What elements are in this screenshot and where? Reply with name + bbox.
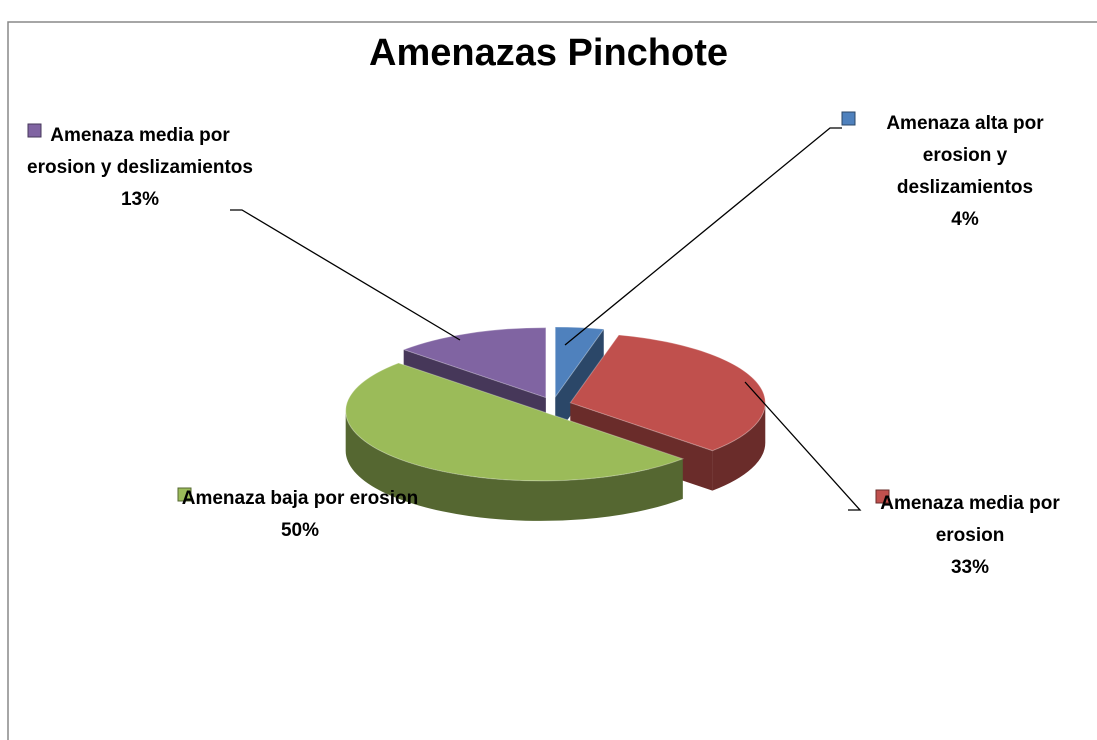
label-category: Amenaza baja por erosion: [181, 488, 419, 509]
label-category: Amenaza media por erosion: [880, 493, 1060, 546]
label-value: 50%: [280, 520, 320, 541]
legend-marker: [177, 487, 192, 502]
slice-edge: [555, 329, 604, 437]
data-label: Amenaza alta por erosion y deslizamiento…: [860, 108, 1070, 236]
slice: [569, 334, 766, 452]
data-label: Amenaza baja por erosion 50%: [170, 483, 430, 547]
leader-line: [564, 127, 842, 346]
chart-title: Amenazas Pinchote: [369, 32, 728, 74]
label-category: Amenaza alta por erosion y deslizamiento…: [886, 113, 1044, 198]
legend-marker: [27, 123, 42, 138]
leader-line: [744, 381, 862, 511]
slice-side: [712, 402, 766, 491]
slice: [554, 326, 605, 399]
label-value: 13%: [120, 189, 160, 210]
data-label: Amenaza media por erosion 33%: [860, 488, 1080, 584]
chart-frame: [7, 21, 1097, 740]
legend-marker: [875, 489, 890, 504]
data-label: Amenaza media por erosion y deslizamient…: [20, 120, 260, 216]
label-value: 33%: [950, 557, 990, 578]
leader-line: [230, 209, 461, 341]
slice: [345, 362, 685, 482]
label-value: 4%: [951, 209, 979, 230]
slice-side: [345, 410, 683, 521]
legend-marker: [841, 111, 856, 126]
label-category: Amenaza media por erosion y deslizamient…: [27, 125, 253, 178]
slice: [402, 327, 547, 399]
